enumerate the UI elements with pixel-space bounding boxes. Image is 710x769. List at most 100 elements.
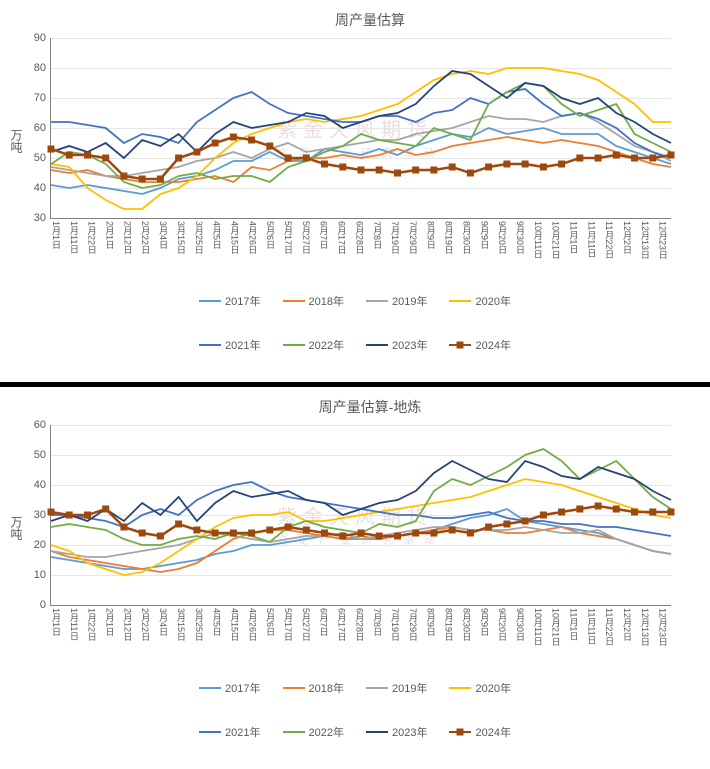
series-marker xyxy=(467,530,474,537)
x-tick-label: 9月9日 xyxy=(478,608,491,663)
series-marker xyxy=(339,164,346,171)
series-marker xyxy=(157,176,164,183)
chart-2-container: 周产量估算-地炼 万吨 紫金天风期货 立足产业研究驱动 010203040506… xyxy=(0,387,710,769)
x-tick-label: 7月19日 xyxy=(389,221,402,276)
x-tick-label: 11月1日 xyxy=(567,221,580,276)
y-tick-label: 60 xyxy=(21,419,46,431)
legend-swatch xyxy=(366,731,388,734)
legend-item: 2022年 xyxy=(283,337,344,353)
x-tick-label: 6月17日 xyxy=(336,608,349,663)
series-marker xyxy=(212,530,219,537)
legend-item: 2021年 xyxy=(199,337,260,353)
x-tick-label: 10月11日 xyxy=(532,608,545,663)
x-tick-label: 1月22日 xyxy=(86,608,99,663)
legend-swatch xyxy=(449,344,471,347)
x-tick-label: 10月21日 xyxy=(550,608,563,663)
series-marker xyxy=(522,161,529,168)
legend-label: 2024年 xyxy=(475,724,510,740)
x-tick-label: 9月20日 xyxy=(496,608,509,663)
y-tick-label: 90 xyxy=(21,32,46,44)
legend-label: 2022年 xyxy=(309,724,344,740)
x-tick-label: 3月4日 xyxy=(157,608,170,663)
y-tick-label: 50 xyxy=(21,449,46,461)
series-marker xyxy=(558,509,565,516)
legend-label: 2023年 xyxy=(392,724,427,740)
series-marker xyxy=(285,524,292,531)
series-marker xyxy=(157,533,164,540)
series-marker xyxy=(175,521,182,528)
series-marker xyxy=(485,524,492,531)
x-tick-label: 7月8日 xyxy=(371,221,384,276)
x-tick-label: 2月1日 xyxy=(104,221,117,276)
x-tick-label: 11月11日 xyxy=(585,608,598,663)
series-line xyxy=(51,479,671,575)
x-tick-label: 2月22日 xyxy=(139,221,152,276)
legend-label: 2017年 xyxy=(225,680,260,696)
series-marker xyxy=(321,161,328,168)
x-tick-label: 12月23日 xyxy=(657,221,670,276)
legend-item: 2020年 xyxy=(449,680,510,696)
legend-swatch xyxy=(283,687,305,690)
y-tick-label: 60 xyxy=(21,122,46,134)
chart-1-plot: 紫金天风期货 立足产业研究驱动 30405060708090 xyxy=(50,38,671,219)
chart-2-title: 周产量估算-地炼 xyxy=(50,397,690,417)
legend-item: 2017年 xyxy=(199,680,260,696)
x-tick-label: 5月6日 xyxy=(264,221,277,276)
y-tick-label: 70 xyxy=(21,92,46,104)
series-marker xyxy=(321,530,328,537)
legend-label: 2018年 xyxy=(309,680,344,696)
legend-swatch xyxy=(366,300,388,303)
series-marker xyxy=(48,146,55,153)
series-marker xyxy=(84,512,91,519)
chart-1-xaxis: 1月1日1月11日1月22日2月1日2月12日2月22日3月4日3月15日3月2… xyxy=(50,221,670,276)
x-tick-label: 4月26日 xyxy=(246,608,259,663)
legend-swatch xyxy=(199,731,221,734)
x-tick-label: 2月12日 xyxy=(121,608,134,663)
series-marker xyxy=(193,527,200,534)
series-marker xyxy=(576,506,583,513)
series-marker xyxy=(376,167,383,174)
series-marker xyxy=(668,509,675,516)
series-marker xyxy=(485,164,492,171)
x-tick-label: 11月22日 xyxy=(603,221,616,276)
legend-swatch xyxy=(283,731,305,734)
legend-swatch xyxy=(283,300,305,303)
x-tick-label: 6月28日 xyxy=(353,608,366,663)
x-tick-label: 9月20日 xyxy=(496,221,509,276)
x-tick-label: 12月2日 xyxy=(621,221,634,276)
x-tick-label: 5月6日 xyxy=(264,608,277,663)
x-tick-label: 8月19日 xyxy=(443,221,456,276)
x-tick-label: 3月25日 xyxy=(193,221,206,276)
x-tick-label: 5月17日 xyxy=(282,221,295,276)
x-tick-label: 4月26日 xyxy=(246,221,259,276)
chart-2-plot: 紫金天风期货 立足产业研究驱动 0102030405060 xyxy=(50,425,671,606)
x-tick-label: 6月7日 xyxy=(318,221,331,276)
series-marker xyxy=(412,530,419,537)
chart-2: 周产量估算-地炼 万吨 紫金天风期货 立足产业研究驱动 010203040506… xyxy=(0,387,710,668)
legend-item: 2023年 xyxy=(366,724,427,740)
legend-swatch xyxy=(366,344,388,347)
x-tick-label: 3月15日 xyxy=(175,608,188,663)
series-marker xyxy=(175,155,182,162)
x-tick-label: 7月8日 xyxy=(371,608,384,663)
series-marker xyxy=(230,134,237,141)
legend-label: 2017年 xyxy=(225,293,260,309)
x-tick-label: 11月1日 xyxy=(567,608,580,663)
series-marker xyxy=(212,140,219,147)
x-tick-label: 9月9日 xyxy=(478,221,491,276)
series-marker xyxy=(102,155,109,162)
x-tick-label: 10月11日 xyxy=(532,221,545,276)
x-tick-label: 7月29日 xyxy=(407,608,420,663)
series-marker xyxy=(558,161,565,168)
series-marker xyxy=(576,155,583,162)
series-marker xyxy=(248,137,255,144)
legend-label: 2021年 xyxy=(225,337,260,353)
legend-label: 2020年 xyxy=(475,293,510,309)
series-marker xyxy=(649,155,656,162)
y-tick-label: 30 xyxy=(21,509,46,521)
legend-item: 2018年 xyxy=(283,293,344,309)
legend-item: 2022年 xyxy=(283,724,344,740)
series-marker xyxy=(394,170,401,177)
x-tick-label: 8月19日 xyxy=(443,608,456,663)
x-tick-label: 8月9日 xyxy=(425,608,438,663)
